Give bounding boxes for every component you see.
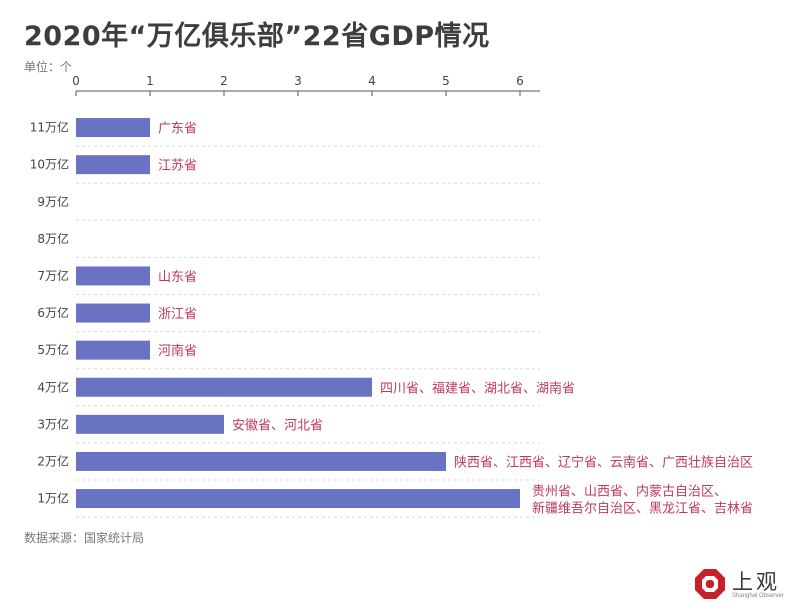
x-axis: 0 1 2 3 4 5 6 [72,74,540,96]
logo: 上观 Shanghai Observer [694,566,794,606]
data-label: 山东省 [158,270,197,285]
category-label: 4万亿 [37,379,69,394]
data-label: 贵州省、山西省、内蒙古自治区、 [532,484,727,500]
category-label: 5万亿 [37,342,69,357]
data-label: 浙江省 [158,307,197,322]
data-label: 四川省、福建省、湖北省、湖南省 [380,380,575,396]
bars [76,118,520,509]
x-tick-label: 6 [516,74,524,88]
x-tick-label: 5 [442,74,450,88]
bar [76,451,446,471]
x-tick-label: 0 [72,74,80,88]
category-label: 6万亿 [37,305,69,320]
x-tick-label: 3 [294,74,302,88]
x-tick-label: 4 [368,74,376,88]
category-labels: 11万亿 10万亿 9万亿 8万亿 7万亿 6万亿 5万亿 4万亿 3万亿 2万亿 1万亿 [30,120,69,506]
category-label: 2万亿 [37,453,69,468]
bar [76,340,150,360]
data-label: 江苏省 [158,158,197,174]
category-label: 7万亿 [37,268,69,283]
bar [76,118,150,138]
data-label: 陕西省、江西省、辽宁省、云南省、广西壮族自治区 [454,454,753,470]
data-label: 安徽省、河北省 [232,418,323,433]
bar-chart: 0 1 2 3 4 5 6 11万亿 10万亿 9万亿 8万亿 7万亿 6万亿 5万亿 4万亿 3万亿 2万亿… [30,74,753,518]
data-label: 新疆维吾尔自治区、黑龙江省、吉林省 [532,501,753,517]
category-label: 3万亿 [37,416,69,431]
bar [76,303,150,323]
logo-name: 上观 [732,570,780,594]
x-tick-label: 2 [220,74,228,88]
bar [76,266,150,286]
bar [76,377,372,397]
source-note: 数据来源：国家统计局 [24,531,145,545]
bar [76,489,520,509]
category-label: 10万亿 [30,157,69,172]
chart-title: 2020年“万亿俱乐部”22省GDP情况 [24,21,490,52]
logo-subtitle: Shanghai Observer [732,593,784,599]
data-label: 广东省 [158,122,197,137]
unit-label: 单位：个 [24,60,73,74]
category-label: 11万亿 [30,120,69,135]
data-labels: 广东省江苏省山东省浙江省河南省四川省、福建省、湖北省、湖南省安徽省、河北省陕西省… [158,122,753,517]
bar [76,414,224,434]
grid-lines [76,145,540,518]
category-label: 1万亿 [37,491,69,506]
data-label: 河南省 [158,343,197,359]
bar [76,155,150,175]
category-label: 8万亿 [37,231,69,246]
category-label: 9万亿 [37,194,69,209]
x-tick-label: 1 [146,74,154,88]
logo-icon [695,569,725,599]
